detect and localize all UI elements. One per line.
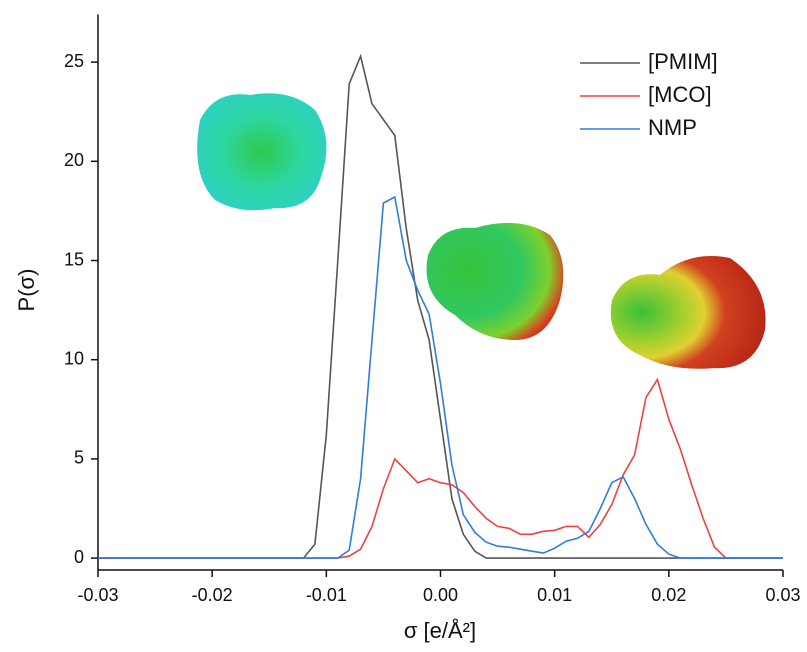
x-tick-label: -0.02 xyxy=(192,585,233,605)
x-tick-label: 0.03 xyxy=(765,585,800,605)
y-axis-label: P(σ) xyxy=(14,269,39,312)
legend-text: NMP xyxy=(648,115,697,140)
molecule-pmim xyxy=(197,93,327,211)
series-line xyxy=(98,53,783,559)
molecule-images xyxy=(197,93,766,369)
legend-text: [MCO] xyxy=(648,82,712,107)
x-tick-label: 0.00 xyxy=(423,585,458,605)
x-tick-label: -0.01 xyxy=(306,585,347,605)
molecule-nmp xyxy=(426,222,564,340)
x-tick-label: 0.01 xyxy=(537,585,572,605)
x-tick-label: 0.02 xyxy=(651,585,686,605)
series-line xyxy=(98,377,783,559)
y-tick-label: 10 xyxy=(64,348,84,368)
y-tick-label: 15 xyxy=(64,249,84,269)
y-tick-label: 20 xyxy=(64,150,84,170)
legend-text: [PMIM] xyxy=(648,49,718,74)
y-tick-label: 5 xyxy=(74,448,84,468)
series-line xyxy=(98,195,783,559)
y-tick-label: 25 xyxy=(64,51,84,71)
y-tick-label: 0 xyxy=(74,547,84,567)
molecule-mco xyxy=(610,256,766,369)
x-tick-label: -0.03 xyxy=(77,585,118,605)
x-axis-label: σ [e/Å²] xyxy=(404,618,476,643)
